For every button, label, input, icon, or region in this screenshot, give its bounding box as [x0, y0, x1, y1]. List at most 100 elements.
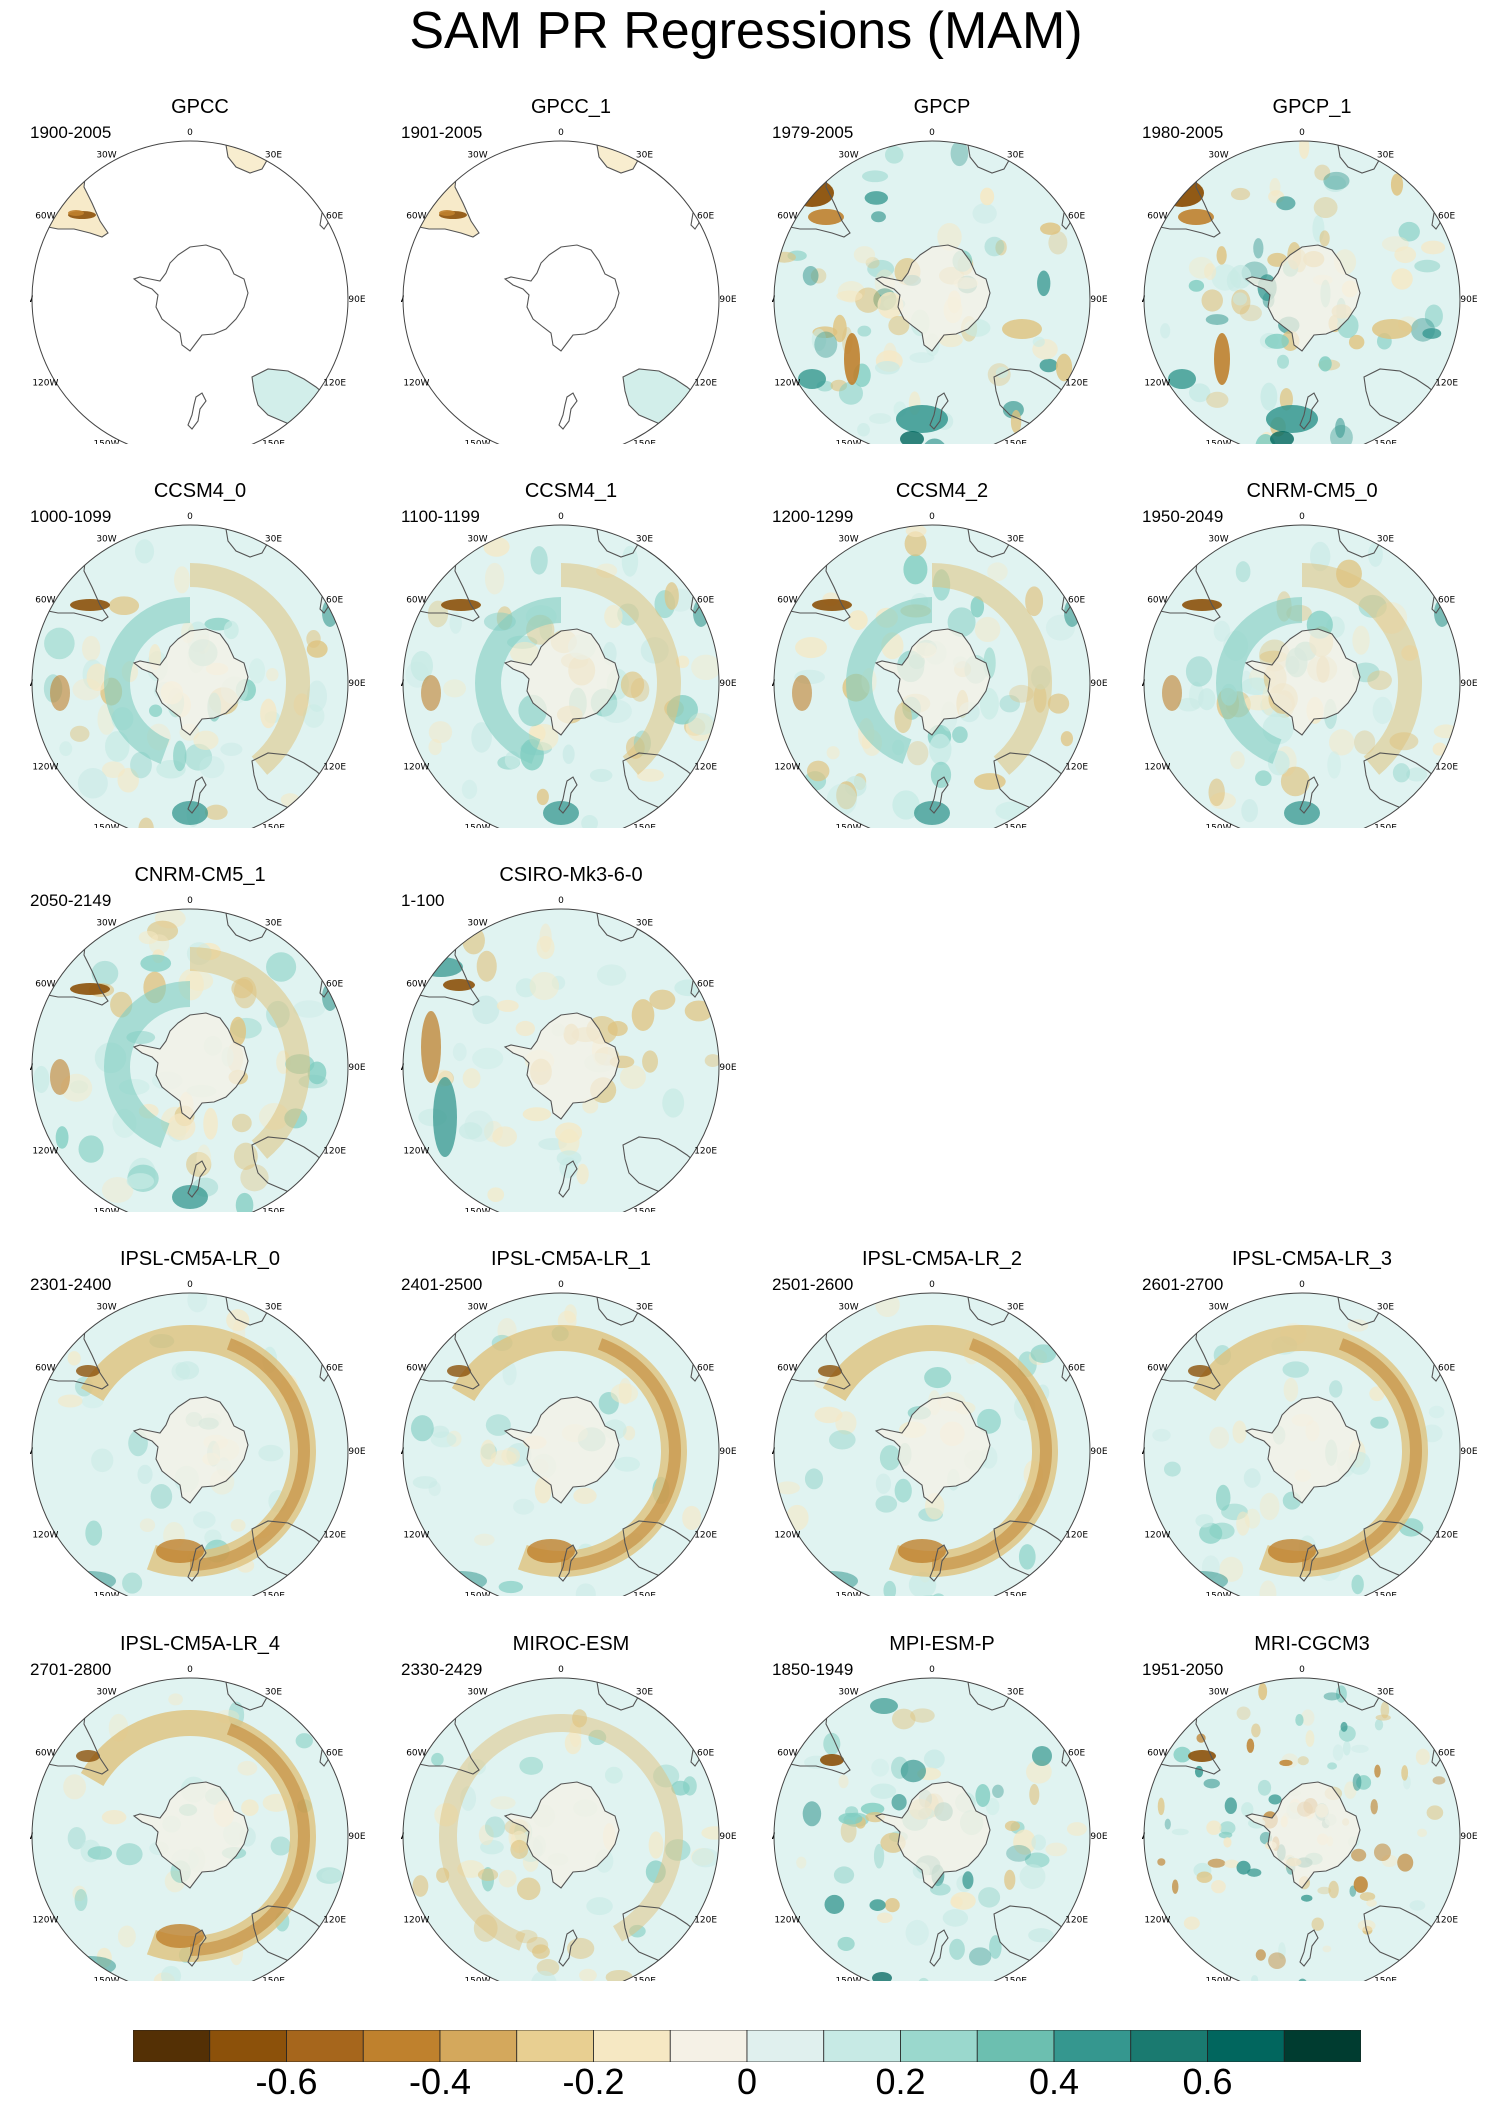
antarctica-coast [874, 244, 991, 352]
antarctica-coast [503, 1396, 620, 1504]
map-border [402, 1292, 720, 1596]
field-speckle [1243, 1468, 1261, 1488]
map-panel: CCSM4_11100-1199030E60E90E120E150E180150… [401, 479, 741, 828]
map-border [31, 1677, 349, 1981]
field-speckle [240, 1164, 269, 1192]
field-speckle [138, 817, 154, 828]
field-speckle [838, 381, 863, 405]
antarctica-land [134, 1013, 248, 1119]
panel-period: 2301-2400 [30, 1275, 112, 1294]
longitude-label: 60W [35, 980, 55, 990]
field-speckle [431, 1752, 444, 1766]
field-speckle [870, 1783, 897, 1799]
field-speckle [484, 1816, 506, 1838]
field-speckle [1204, 263, 1217, 280]
longitude-label: 0 [929, 128, 935, 138]
field-speckle [910, 1708, 935, 1723]
precip-field [774, 1293, 1090, 1596]
field-ring [1302, 563, 1422, 775]
longitude-label: 30W [467, 1302, 487, 1312]
field-speckle [701, 1826, 719, 1840]
field-speckle [1297, 1756, 1309, 1766]
longitude-label: 0 [1299, 512, 1305, 522]
field-speckle [883, 1580, 897, 1596]
field-speckle [1173, 1746, 1192, 1763]
antarctica-coast [874, 1781, 991, 1889]
field-speckle [1390, 173, 1404, 196]
field-speckle [875, 1473, 892, 1494]
precip-field [1144, 1293, 1460, 1596]
field-speckle [55, 1126, 69, 1149]
colorbar-swatch [593, 2030, 671, 2062]
field-speckle [581, 814, 598, 828]
field-speckle [477, 1868, 499, 1881]
field-speckle [924, 1366, 952, 1389]
map-panel: CCSM4_21200-1299030E60E90E120E150E180150… [772, 479, 1112, 828]
colorbar-tick-label: 0 [736, 2061, 758, 2102]
field-anomaly [1188, 1750, 1216, 1762]
field-speckle [1224, 1859, 1240, 1869]
field-speckle [829, 1430, 856, 1450]
field-speckle [472, 1047, 504, 1070]
field-speckle [620, 671, 645, 698]
field-speckle [1313, 197, 1338, 218]
precip-field [38, 141, 334, 431]
field-speckle [1417, 1828, 1428, 1838]
field-speckle [1398, 221, 1420, 242]
longitude-label: 90E [719, 1447, 736, 1457]
field-anomaly [76, 1365, 100, 1377]
field-speckle [865, 257, 880, 269]
precip-field [774, 525, 1090, 828]
field-anomaly [1176, 1571, 1228, 1591]
field-speckle [248, 658, 266, 684]
longitude-label: 60W [1147, 1749, 1167, 1759]
map-panel: CNRM-CM5_12050-2149030E60E90E120E150E180… [30, 863, 370, 1212]
longitude-label: 120E [1065, 1531, 1088, 1541]
longitude-label: 30W [1208, 1302, 1228, 1312]
field-speckle [496, 999, 519, 1012]
field-ring [1302, 1338, 1422, 1571]
field-speckle [985, 1798, 1000, 1816]
map-border [1143, 524, 1461, 828]
field-speckle [1206, 1820, 1222, 1835]
longitude-label: 60E [1068, 212, 1085, 222]
precip-field [774, 1678, 1090, 1981]
map-panel: IPSL-CM5A-LR_3 2601-2700 0 30E 60E 90E 120E 150… [1142, 1247, 1482, 1596]
field-anomaly [1002, 319, 1042, 339]
field-speckle [888, 315, 910, 336]
field-speckle [539, 923, 552, 953]
field-speckle [1367, 670, 1392, 691]
longitude-label: 120E [694, 763, 717, 773]
field-speckle [1236, 1706, 1251, 1720]
longitude-label: 60E [326, 980, 343, 990]
field-speckle [1414, 259, 1441, 273]
field-speckle [1433, 724, 1459, 739]
longitude-label: 30W [838, 534, 858, 544]
field-ring [475, 597, 561, 764]
field-speckle [1236, 1511, 1250, 1536]
colorbar-swatch [209, 2030, 287, 2062]
longitude-label: 30E [636, 150, 653, 160]
new-zealand-coast [558, 1160, 578, 1198]
field-speckle [1318, 356, 1332, 372]
longitude-label: 90W [30, 1063, 33, 1073]
field-speckle [1301, 1894, 1313, 1902]
colorbar [133, 2030, 1361, 2062]
colorbar-swatch [823, 2030, 901, 2062]
field-speckle [1381, 236, 1409, 252]
field-speckle [72, 678, 102, 701]
field-speckle [823, 1732, 841, 1755]
longitude-label: 120W [403, 763, 429, 773]
map-border [1143, 1677, 1461, 1981]
field-speckle [836, 781, 857, 810]
longitude-label: 150E [262, 440, 285, 444]
longitude-label: 150E [1004, 824, 1027, 828]
field-anomaly [900, 431, 924, 444]
longitude-label: 60W [35, 1364, 55, 1374]
field-anomaly [1178, 209, 1214, 225]
longitude-label: 30W [1208, 534, 1228, 544]
field-speckle [840, 1819, 857, 1843]
field-speckle [1164, 1818, 1171, 1830]
field-speckle [875, 1495, 898, 1513]
field-speckle [559, 1157, 579, 1179]
